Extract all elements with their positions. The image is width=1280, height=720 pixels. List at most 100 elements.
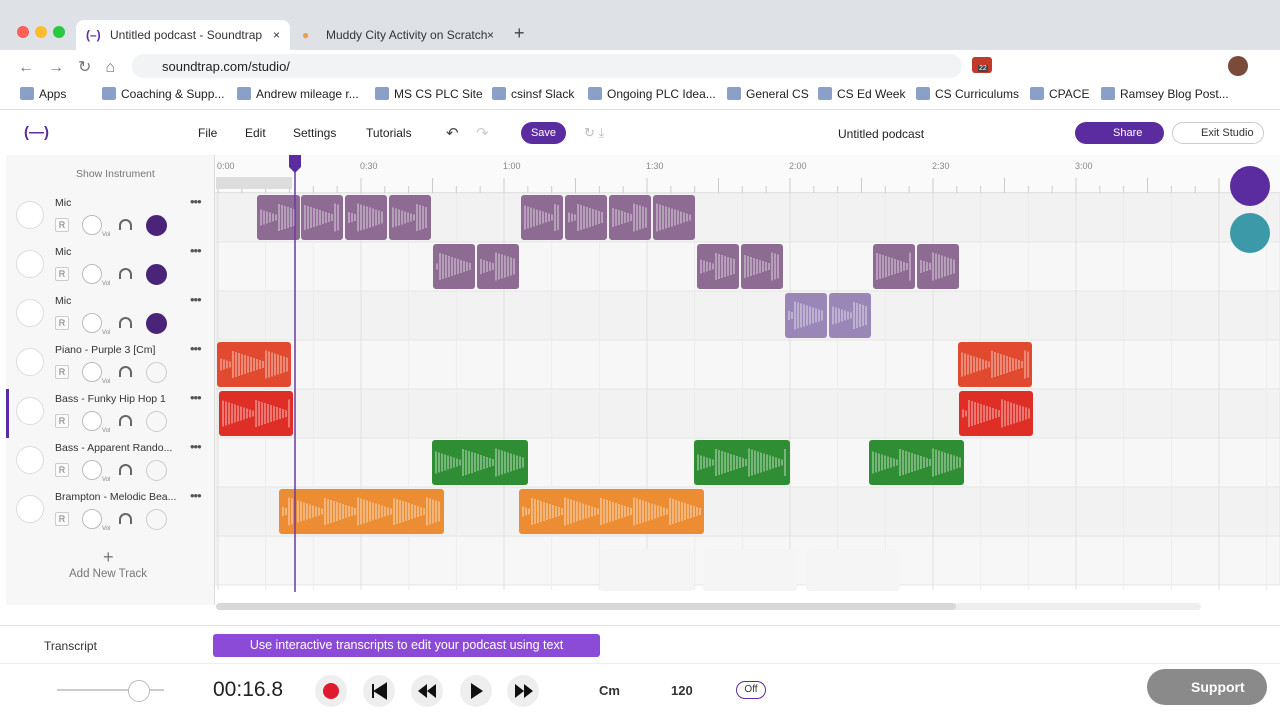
nav-buttons[interactable]: ←→↻⌂ xyxy=(18,59,130,76)
clip xyxy=(873,244,915,289)
track-menu[interactable]: ••• xyxy=(190,194,202,209)
mute[interactable] xyxy=(146,313,167,334)
bookmark[interactable]: CPACE xyxy=(1049,87,1090,101)
record-arm[interactable]: R xyxy=(55,267,69,281)
record-arm[interactable]: R xyxy=(55,316,69,330)
clip xyxy=(432,440,528,485)
bookmark[interactable]: CS Ed Week xyxy=(837,87,906,101)
bookmark[interactable]: Coaching & Supp... xyxy=(121,87,225,101)
mute[interactable] xyxy=(146,411,167,432)
volume-knob[interactable] xyxy=(82,313,102,333)
instrument-button[interactable] xyxy=(1230,166,1270,206)
record-arm[interactable]: R xyxy=(55,365,69,379)
record-arm[interactable]: R xyxy=(55,463,69,477)
menu-item[interactable]: Edit xyxy=(245,126,266,140)
share-button[interactable]: Share xyxy=(1075,122,1164,144)
browser-tab[interactable]: Untitled podcast - Soundtrap × (–) xyxy=(76,20,290,50)
metronome[interactable]: Off xyxy=(736,681,766,699)
support-button[interactable]: Support xyxy=(1147,669,1267,705)
record-arm[interactable]: R xyxy=(55,218,69,232)
bookmark[interactable]: Andrew mileage r... xyxy=(256,87,359,101)
window-controls[interactable] xyxy=(14,26,70,40)
collab-button[interactable] xyxy=(1230,213,1270,253)
headphones[interactable] xyxy=(119,415,132,426)
headphones[interactable] xyxy=(119,317,132,328)
track-menu[interactable]: ••• xyxy=(190,439,202,454)
mute[interactable] xyxy=(146,460,167,481)
track-name[interactable]: Piano - Purple 3 [Cm] xyxy=(55,344,156,356)
track-icon[interactable] xyxy=(16,250,44,278)
record-arm[interactable]: R xyxy=(55,414,69,428)
track-menu[interactable]: ••• xyxy=(190,341,202,356)
save-button[interactable]: Save xyxy=(521,122,566,144)
bookmark[interactable]: Apps xyxy=(39,87,67,101)
scrollbar[interactable] xyxy=(216,603,1201,610)
volume-knob[interactable] xyxy=(82,411,102,431)
track-icon[interactable] xyxy=(16,495,44,523)
track-icon[interactable] xyxy=(16,348,44,376)
master-volume[interactable] xyxy=(57,689,164,691)
project-title[interactable]: Untitled podcast xyxy=(838,127,925,141)
add-track[interactable]: Add New Track xyxy=(69,568,147,580)
bookmark[interactable]: General CS xyxy=(746,87,809,101)
track-name[interactable]: Mic xyxy=(55,295,72,307)
undo[interactable]: ↶ xyxy=(446,125,459,142)
key[interactable]: Cm xyxy=(599,683,620,698)
mute[interactable] xyxy=(146,264,167,285)
track-name[interactable]: Brampton - Melodic Bea... xyxy=(55,491,177,503)
track-menu[interactable]: ••• xyxy=(190,292,202,307)
track-menu[interactable]: ••• xyxy=(190,390,202,405)
bookmark[interactable]: CS Curriculums xyxy=(935,87,1020,101)
track-name[interactable]: Mic xyxy=(55,246,72,258)
transcript-banner[interactable]: Use interactive transcripts to edit your… xyxy=(213,634,600,657)
tempo[interactable]: 120 xyxy=(671,683,693,698)
menu-item[interactable]: File xyxy=(198,126,218,140)
bookmark[interactable]: MS CS PLC Site xyxy=(394,87,483,101)
headphones[interactable] xyxy=(119,268,132,279)
transcript-label[interactable]: Transcript xyxy=(44,639,97,653)
volume-knob[interactable] xyxy=(82,509,102,529)
headphones[interactable] xyxy=(119,513,132,524)
tab-title: Untitled podcast - Soundtrap xyxy=(110,28,263,42)
volume-handle[interactable] xyxy=(128,680,150,702)
redo[interactable]: ↷ xyxy=(476,125,489,142)
address-bar[interactable]: soundtrap.com/studio/ xyxy=(132,54,962,78)
track-name[interactable]: Bass - Apparent Rando... xyxy=(55,442,173,454)
add-icon[interactable]: + xyxy=(103,547,114,567)
sync[interactable]: ↻ ⤓ xyxy=(584,125,605,140)
extension-icon[interactable]: 22 xyxy=(972,57,992,73)
track-icon[interactable] xyxy=(16,201,44,229)
mute[interactable] xyxy=(146,509,167,530)
headphones[interactable] xyxy=(119,219,132,230)
volume-knob[interactable] xyxy=(82,264,102,284)
track-menu[interactable]: ••• xyxy=(190,243,202,258)
volume-knob[interactable] xyxy=(82,362,102,382)
volume-knob[interactable] xyxy=(82,460,102,480)
logo[interactable]: (—) xyxy=(24,124,49,141)
headphones[interactable] xyxy=(119,366,132,377)
new-tab[interactable]: + xyxy=(514,23,525,43)
headphones[interactable] xyxy=(119,464,132,475)
track-icon[interactable] xyxy=(16,397,44,425)
bookmark[interactable]: csinsf Slack xyxy=(511,87,575,101)
menu-item[interactable]: Settings xyxy=(293,126,337,140)
bookmark-icon xyxy=(1030,87,1044,100)
menu-item[interactable]: Tutorials xyxy=(366,126,412,140)
volume-knob[interactable] xyxy=(82,215,102,235)
transport-controls[interactable] xyxy=(314,674,544,708)
track-name[interactable]: Bass - Funky Hip Hop 1 xyxy=(55,393,166,405)
browser-tab[interactable]: Muddy City Activity on Scratch × ● xyxy=(302,28,494,42)
record-arm[interactable]: R xyxy=(55,512,69,526)
exit-button[interactable]: Exit Studio xyxy=(1172,122,1264,144)
track-name[interactable]: Mic xyxy=(55,197,72,209)
track-icon[interactable] xyxy=(16,299,44,327)
bookmark[interactable]: Ramsey Blog Post... xyxy=(1120,87,1229,101)
track-menu[interactable]: ••• xyxy=(190,488,202,503)
profile[interactable] xyxy=(1228,56,1248,76)
mute[interactable] xyxy=(146,362,167,383)
track-icon[interactable] xyxy=(16,446,44,474)
bookmark[interactable]: Ongoing PLC Idea... xyxy=(607,87,716,101)
show-instrument-label: Show Instrument xyxy=(76,168,155,180)
mute[interactable] xyxy=(146,215,167,236)
show-instrument[interactable]: Show Instrument xyxy=(62,168,155,180)
